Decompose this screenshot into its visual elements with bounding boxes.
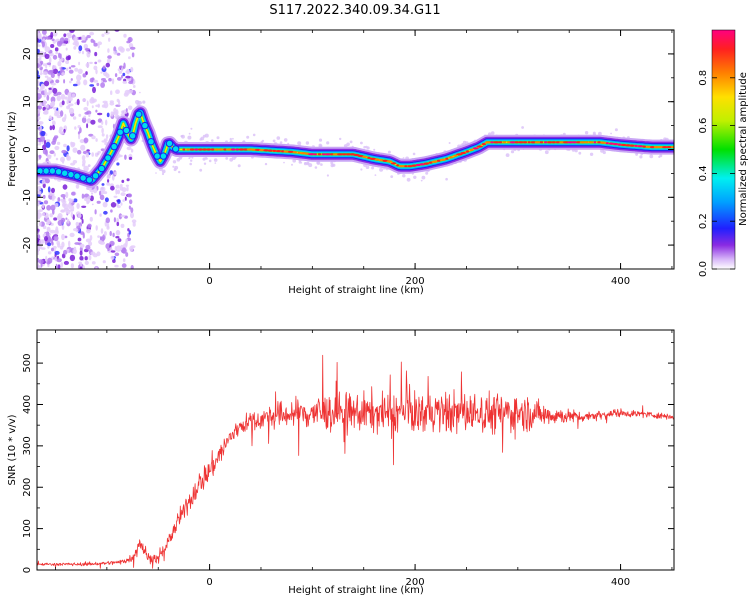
colorbar-tick: 0.2: [698, 213, 709, 229]
spectrogram-x-tick: 400: [611, 276, 630, 287]
spectrogram-plot-area: [37, 30, 674, 269]
spectrogram-x-tick: 200: [406, 276, 425, 287]
spectrogram-x-label: Height of straight line (km): [288, 285, 424, 296]
snr-x-tick: 400: [611, 577, 630, 588]
snr-y-tick: 500: [22, 354, 33, 373]
colorbar-tick: 0.0: [698, 261, 709, 277]
snr-y-tick: 100: [22, 519, 33, 538]
snr-x-tick: 200: [406, 577, 425, 588]
snr-y-label: SNR (10 * v/v): [7, 414, 18, 485]
colorbar-gradient: [712, 30, 735, 269]
ridge-blobs: [37, 110, 180, 184]
spectrogram-y-tick: 10: [22, 95, 33, 108]
colorbar-tick: 0.6: [698, 118, 709, 134]
snr-y-tick: 200: [22, 478, 33, 497]
snr-series-line: [37, 354, 674, 569]
spectrogram-y-label: Frequency (Hz): [7, 111, 18, 187]
figure-title: S117.2022.340.09.34.G11: [269, 3, 440, 18]
colorbar-label: Normalized spectral amplitude: [738, 72, 749, 226]
spectrogram-y-tick: -10: [22, 189, 33, 205]
snr-y-tick: 300: [22, 436, 33, 455]
colorbar-ticks: 0.0 0.2 0.4 0.6 0.8: [698, 70, 735, 277]
snr-panel: 0 200 400 0 100 200 300 400 500 Height of straig…: [7, 329, 675, 596]
ridge-cores: [182, 141, 674, 168]
colorbar-tick: 0.4: [698, 165, 709, 181]
snr-frame: [36, 329, 675, 571]
spectrogram-y-tick: 20: [22, 48, 33, 61]
snr-x-tick: 0: [206, 577, 212, 588]
colorbar-frame: [711, 29, 736, 270]
snr-x-label: Height of straight line (km): [288, 585, 424, 596]
spectrogram-panel: 0 200 400 -20 -10 0 10 20 Height of straight li…: [7, 29, 675, 296]
colorbar: 0.0 0.2 0.4 0.6 0.8 Normalized spectral ampl…: [698, 29, 749, 277]
colorbar-tick: 0.8: [698, 70, 709, 86]
spectrogram-y-tick: 0: [22, 146, 33, 152]
snr-ticks: 0 200 400 0 100 200 300 400 500: [22, 330, 674, 588]
snr-y-tick: 0: [22, 567, 33, 573]
noise-speckle: [37, 30, 137, 269]
spectrogram-x-tick: 0: [206, 276, 212, 287]
spectrogram-y-tick: -20: [22, 237, 33, 253]
snr-plot-area: [37, 354, 674, 569]
snr-y-tick: 400: [22, 395, 33, 414]
spectrogram-ticks: 0 200 400 -20 -10 0 10 20: [22, 29, 674, 287]
